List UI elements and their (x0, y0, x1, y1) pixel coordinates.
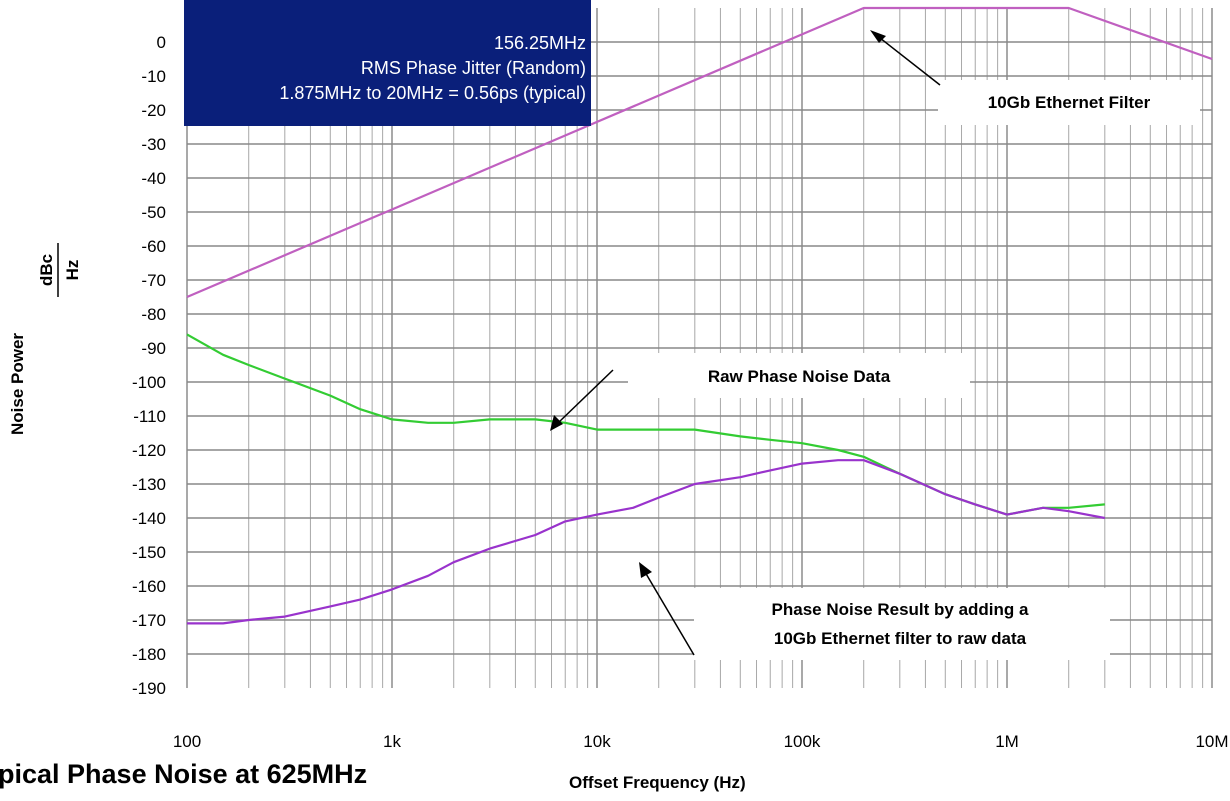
y-tick-label: -40 (141, 169, 166, 188)
y-axis-unit-bottom: Hz (63, 260, 82, 281)
y-tick-label: -60 (141, 237, 166, 256)
callout-result-box (694, 588, 1110, 660)
y-tick-label: -180 (132, 645, 166, 664)
series-line-filter (186, 6, 1213, 299)
y-tick-labels: 0 -10 -20 -30 -40 -50 -60 -70 -80 -90 -100 -110 -120… (132, 33, 166, 698)
y-tick-label: -90 (141, 339, 166, 358)
callout-raw-box (628, 353, 970, 398)
y-tick-label: -10 (141, 67, 166, 86)
info-box-background (184, 0, 591, 126)
y-axis-unit-top: dBc (37, 254, 56, 286)
y-tick-label: -50 (141, 203, 166, 222)
y-tick-label: -110 (133, 407, 166, 426)
callout-raw: Raw Phase Noise Data (550, 353, 970, 431)
callout-result-arrowhead (639, 562, 652, 578)
callout-result-arrow (644, 571, 695, 656)
callout-filter-box (938, 80, 1200, 125)
x-tick-label: 10M (1195, 732, 1228, 751)
x-tick-label: 1k (383, 732, 401, 751)
x-tick-label: 100 (173, 732, 201, 751)
callout-result: Phase Noise Result by adding a 10Gb Ethe… (639, 562, 1110, 660)
info-line-3: 1.875MHz to 20MHz = 0.56ps (typical) (279, 83, 586, 103)
info-box: 156.25MHz RMS Phase Jitter (Random) 1.87… (184, 0, 591, 126)
y-tick-label: -160 (132, 577, 166, 596)
callout-result-label-1: Phase Noise Result by adding a (772, 600, 1030, 619)
y-tick-label: -120 (132, 441, 166, 460)
y-tick-label: -130 (132, 475, 166, 494)
x-axis-label: Offset Frequency (Hz) (569, 773, 746, 792)
info-line-2: RMS Phase Jitter (Random) (361, 58, 586, 78)
callout-filter-arrow (879, 37, 941, 86)
y-tick-label: -80 (141, 305, 166, 324)
y-tick-label: -100 (132, 373, 166, 392)
chart-caption: pical Phase Noise at 625MHz (0, 759, 367, 789)
series-line-result (187, 459, 1106, 625)
y-tick-label: -20 (141, 101, 166, 120)
callout-filter: 10Gb Ethernet Filter (870, 30, 1200, 125)
y-tick-label: -190 (132, 679, 166, 698)
callout-raw-arrowhead (550, 415, 563, 431)
callout-filter-label: 10Gb Ethernet Filter (988, 93, 1151, 112)
callout-raw-arrow (557, 369, 614, 424)
x-tick-label: 1M (995, 732, 1019, 751)
y-tick-label: -140 (132, 509, 166, 528)
y-tick-label: -170 (132, 611, 166, 630)
y-tick-label: 0 (157, 33, 166, 52)
x-tick-label: 100k (784, 732, 821, 751)
y-tick-label: -150 (132, 543, 166, 562)
y-axis-label: Noise Power (8, 333, 27, 435)
y-axis-unit: dBc Hz (37, 243, 82, 297)
x-tick-labels: 100 1k 10k 100k 1M 10M (173, 732, 1229, 751)
callout-filter-arrowhead (870, 30, 886, 43)
info-line-1: 156.25MHz (494, 33, 586, 53)
callout-raw-label: Raw Phase Noise Data (708, 367, 891, 386)
x-tick-label: 10k (583, 732, 611, 751)
callout-result-label-2: 10Gb Ethernet filter to raw data (774, 629, 1027, 648)
y-tick-label: -30 (141, 135, 166, 154)
series-layer (186, 6, 1213, 625)
y-tick-label: -70 (141, 271, 166, 290)
